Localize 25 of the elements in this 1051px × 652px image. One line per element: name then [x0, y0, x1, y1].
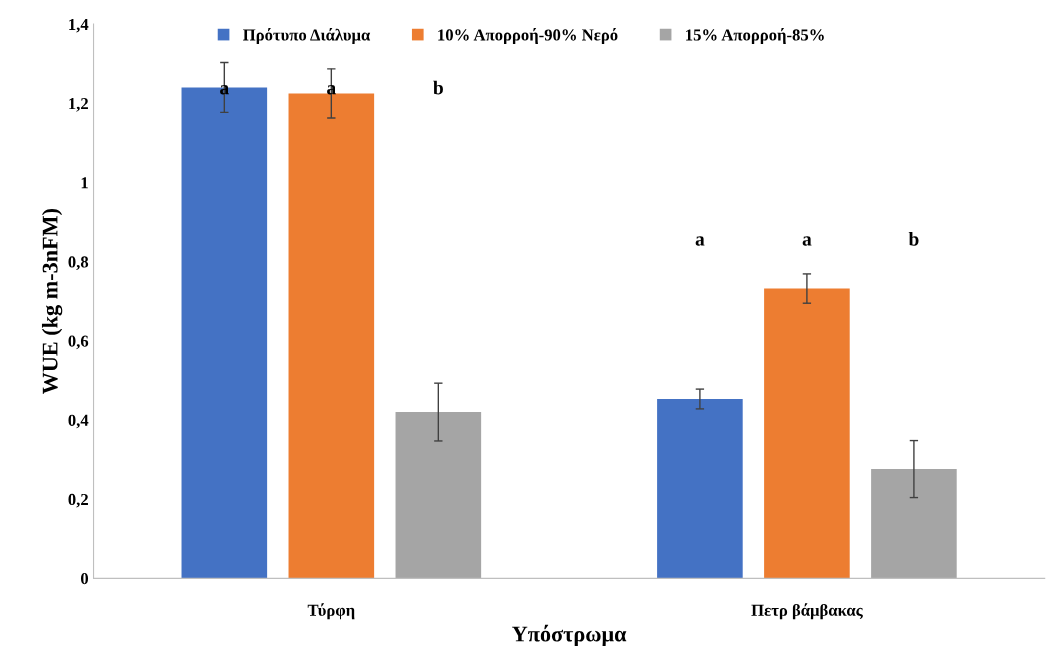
legend-label: 10% Απορροή-90% Νερό — [438, 28, 618, 44]
x-tick-label: Τύρφη — [307, 603, 355, 620]
legend-label: Πρότυπο Διάλυμα — [243, 28, 371, 44]
bar — [181, 87, 268, 579]
legend-label: 15% Απορροή-85% — [686, 28, 824, 44]
bar — [288, 93, 375, 579]
bar — [764, 288, 850, 579]
x-axis-title: Υπόστρωμα — [512, 624, 627, 647]
y-tick-label: 1,4 — [69, 18, 89, 33]
y-axis-title: WUE (kg m-3nFM) — [41, 209, 63, 395]
annotation: b — [433, 80, 443, 95]
bar — [871, 469, 957, 579]
annotation: b — [908, 232, 919, 246]
y-tick-label: 0,2 — [68, 493, 88, 508]
bar — [395, 412, 482, 579]
x-tick-label: Πετρ βάμβακας — [751, 603, 863, 620]
y-tick-label: 0,6 — [68, 335, 89, 350]
annotation: a — [802, 236, 812, 246]
y-tick-label: 1,2 — [69, 98, 88, 112]
annotation: a — [695, 236, 705, 246]
y-tick-label: 0,4 — [68, 414, 89, 429]
y-tick-label: 0 — [80, 573, 89, 585]
y-tick-label: 1 — [81, 177, 88, 189]
bar — [657, 399, 743, 579]
y-tick-label: 0,8 — [68, 256, 89, 270]
